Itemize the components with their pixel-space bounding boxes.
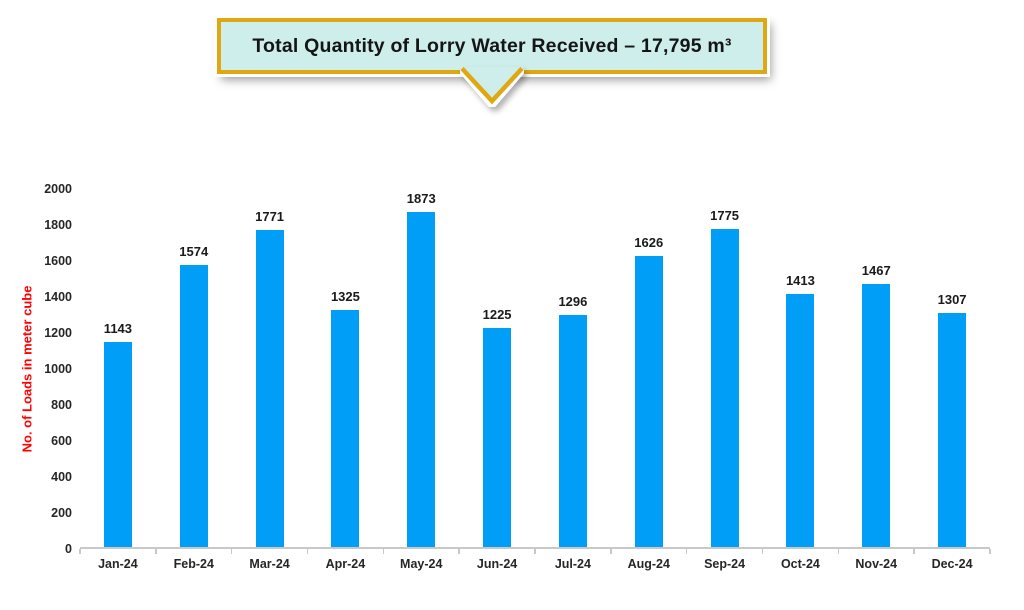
x-tick-label: Jul-24 (554, 557, 591, 571)
bar-value-label: 1225 (482, 306, 512, 322)
bar-value-label: 1413 (785, 273, 815, 289)
x-axis-tick-mark (155, 549, 157, 554)
bar-Apr-24 (331, 309, 360, 547)
y-axis-tick-labels: 0 200 400 600 800 1000 1200 1400 1600 1800 2000 (28, 182, 72, 556)
bar-value-label: 1467 (861, 263, 891, 279)
bar-value-label: 1325 (330, 288, 360, 304)
x-axis-tick-mark (913, 549, 915, 554)
y-tick-label: 0 (65, 542, 72, 556)
bar-Aug-24 (634, 255, 663, 547)
x-axis-tick-mark (230, 549, 233, 554)
x-axis-tick-mark (534, 549, 536, 554)
bar-value-label: 1771 (255, 209, 285, 224)
bar-Mar-24 (255, 230, 284, 547)
bar-Sep-24 (710, 229, 739, 547)
x-axis-tick-mark (610, 549, 612, 554)
x-axis-tick-mark (837, 549, 840, 554)
x-tick-label: Dec-24 (931, 557, 973, 571)
bar-Oct-24 (786, 294, 815, 547)
x-axis-tick-mark (79, 549, 81, 554)
y-tick-label: 800 (51, 398, 72, 412)
y-tick-label: 1800 (44, 218, 72, 232)
x-axis-tick-mark (761, 549, 764, 554)
plot-area: 1143 1574 1771 1325 1873 1225 1296 1626 1775 1413… (79, 189, 991, 554)
x-tick-label: May-24 (400, 557, 443, 571)
x-axis-tick-mark (458, 549, 460, 554)
bar-value-label: 1775 (710, 208, 740, 224)
y-tick-label: 600 (51, 434, 72, 448)
bar-Jan-24 (103, 342, 132, 547)
bar-May-24 (407, 211, 436, 547)
x-tick-label: Sep-24 (704, 557, 746, 571)
bar-Jul-24 (558, 315, 587, 547)
y-tick-label: 1400 (44, 290, 72, 304)
bar-value-label: 1873 (406, 190, 436, 206)
bar-Jun-24 (483, 327, 512, 547)
bar-value-label: 1143 (103, 321, 133, 337)
x-axis-tick-mark (989, 549, 991, 554)
y-tick-label: 400 (51, 470, 72, 484)
x-tick-label: Aug-24 (627, 557, 670, 571)
y-tick-label: 1200 (44, 326, 72, 340)
bar-value-label: 1626 (634, 234, 664, 250)
x-axis-tick-mark (382, 549, 385, 554)
bar-value-label: 1574 (179, 244, 209, 260)
x-tick-label: Feb-24 (173, 557, 214, 571)
bar-Dec-24 (938, 313, 967, 547)
x-tick-label: Mar-24 (249, 557, 290, 571)
x-tick-label: Apr-24 (325, 557, 366, 571)
title-callout: Total Quantity of Lorry Water Received –… (217, 18, 767, 74)
y-tick-label: 2000 (44, 182, 72, 196)
x-tick-label: Jan-24 (98, 557, 138, 571)
x-axis-labels: Jan-24 Feb-24 Mar-24 Apr-24 May-24 Jun-24 Jul-… (80, 557, 990, 577)
x-axis-tick-mark (685, 549, 688, 554)
x-tick-label: Nov-24 (855, 557, 898, 571)
y-tick-label: 200 (51, 506, 72, 520)
x-axis-tick-mark (306, 549, 309, 554)
bar-value-label: 1307 (937, 292, 967, 308)
y-tick-label: 1600 (44, 254, 72, 268)
bar-value-label: 1296 (558, 294, 588, 310)
y-tick-label: 1000 (44, 362, 72, 376)
callout-arrow-down-icon (460, 67, 524, 107)
x-tick-label: Jun-24 (476, 557, 518, 571)
x-tick-label: Oct-24 (780, 557, 820, 571)
bar-Feb-24 (179, 265, 208, 547)
chart-title: Total Quantity of Lorry Water Received –… (252, 34, 732, 57)
bar-Nov-24 (862, 284, 891, 547)
